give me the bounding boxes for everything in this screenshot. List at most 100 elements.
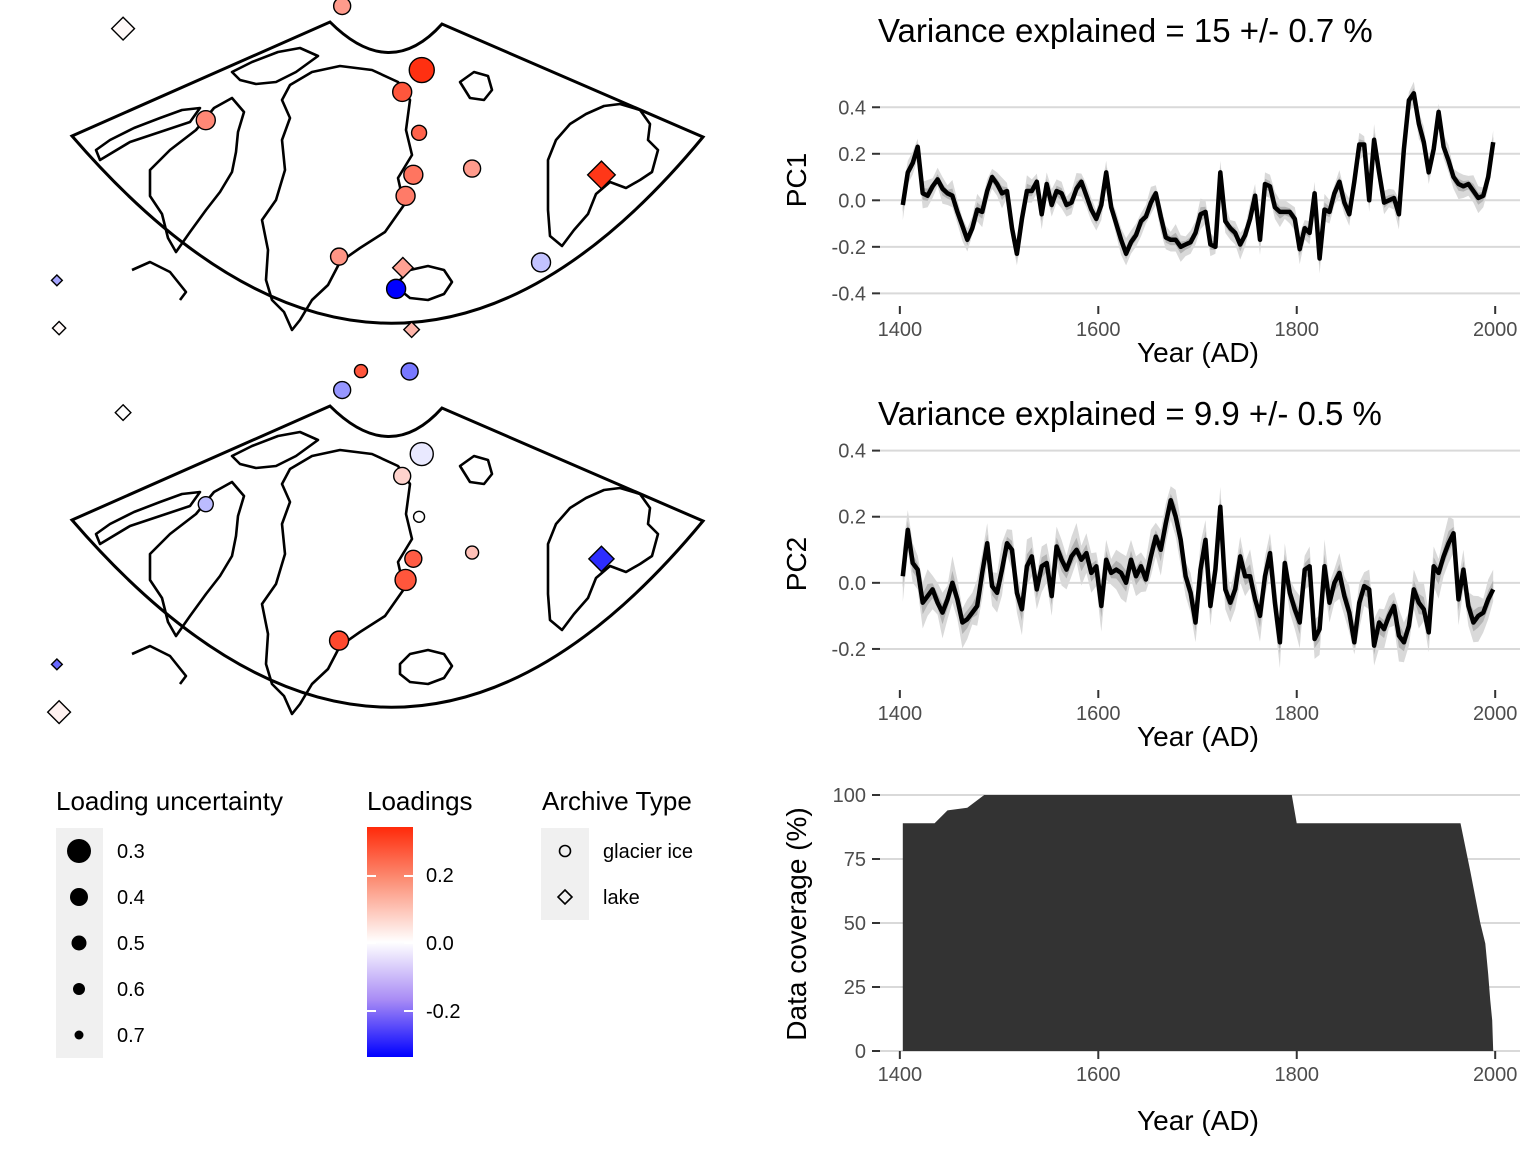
labrador-coast [131, 644, 188, 685]
legend-color-label: 0.2 [426, 865, 454, 887]
site-marker-glacier-ice [530, 252, 552, 273]
y-tick-label: -0.2 [832, 639, 866, 661]
y-tick-label: 0.2 [838, 507, 866, 529]
coverage-xlabel: Year (AD) [1137, 1105, 1259, 1136]
site-marker-glacier-ice [408, 56, 435, 84]
scandinavia-coast [546, 102, 660, 248]
site-marker-glacier-ice [328, 630, 350, 651]
site-marker-glacier-ice [412, 510, 426, 523]
legend-shape-key-background [541, 828, 589, 920]
legend-size-label: 0.5 [117, 933, 145, 955]
x-tick-label: 1800 [1274, 319, 1319, 341]
legend-size-key [71, 935, 87, 951]
legend-size-title: Loading uncertainty [56, 786, 283, 816]
map-pc1-loadings [50, 0, 706, 336]
site-marker-glacier-ice [353, 363, 369, 379]
pc1-title: Variance explained = 15 +/- 0.7 % [878, 12, 1373, 49]
ellesmere-coast [230, 430, 320, 470]
site-marker-glacier-ice [385, 278, 407, 300]
y-tick-label: -0.4 [832, 283, 866, 305]
map-frame [69, 20, 706, 325]
legend-color: Loadings 0.2 0.0 -0.2 [367, 786, 473, 1057]
svalbard-coast [458, 454, 494, 486]
x-tick-label: 1600 [1076, 319, 1121, 341]
site-marker-glacier-ice [395, 185, 416, 207]
legend-size-key [70, 888, 88, 906]
x-tick-label: 2000 [1473, 1064, 1518, 1086]
site-marker-lake [114, 403, 132, 422]
x-tick-label: 1800 [1274, 703, 1319, 725]
diamond-icon [556, 888, 574, 906]
site-marker-lake [50, 657, 64, 671]
y-tick-label: 100 [833, 785, 866, 807]
legend-shape: Archive Type glacier ice lake [541, 786, 693, 920]
y-tick-label: 25 [844, 977, 866, 999]
site-marker-glacier-ice [329, 247, 349, 266]
y-tick-label: 0.4 [838, 97, 866, 119]
site-marker-glacier-ice [409, 441, 434, 467]
y-tick-label: 0.0 [838, 573, 866, 595]
y-tick-label: 50 [844, 913, 866, 935]
x-tick-label: 1600 [1076, 703, 1121, 725]
map-frame [69, 404, 706, 709]
map-pc2-loadings [46, 252, 706, 725]
pc2-plot-area: -0.2 0.0 0.2 0.4 1400 1600 1800 2000 [832, 441, 1520, 725]
site-marker-glacier-ice [195, 109, 216, 131]
legend-size-key [73, 983, 85, 995]
arctic-islands-coast [94, 490, 202, 546]
legend-size-label: 0.7 [117, 1025, 145, 1047]
legend-size-label: 0.4 [117, 887, 145, 909]
coverage-panel: Data coverage (%) Year (AD) 0 25 50 75 100 14… [781, 785, 1520, 1136]
coverage-ylabel: Data coverage (%) [781, 807, 812, 1040]
legend-size-key [67, 839, 91, 863]
site-marker-glacier-ice [400, 362, 419, 381]
pc1-xlabel: Year (AD) [1137, 337, 1259, 368]
y-tick-label: 0.2 [838, 144, 866, 166]
site-marker-glacier-ice [403, 164, 424, 185]
pc1-plot-area: -0.4 -0.2 0.0 0.2 0.4 1400 1600 1800 2000 [832, 81, 1520, 341]
site-marker-lake [402, 320, 421, 339]
site-marker-lake [50, 273, 64, 287]
site-marker-glacier-ice [410, 124, 428, 141]
site-marker-glacier-ice [392, 466, 412, 486]
iceland-coast [398, 648, 454, 686]
site-marker-lake [46, 699, 72, 725]
uncertainty-band-outer [902, 81, 1494, 274]
coverage-area [902, 795, 1494, 1051]
pc2-xlabel: Year (AD) [1137, 721, 1259, 752]
y-tick-label: -0.2 [832, 237, 866, 259]
coastlines [94, 46, 660, 332]
legend-size-key [74, 1030, 84, 1040]
pc1-ylabel: PC1 [781, 153, 812, 207]
pc1-panel: Variance explained = 15 +/- 0.7 % PC1 Ye… [781, 12, 1520, 368]
x-tick-label: 2000 [1473, 319, 1518, 341]
site-marker-lake [586, 160, 617, 190]
legend-size-label: 0.6 [117, 979, 145, 1001]
site-marker-lake [391, 256, 415, 279]
legend-size: Loading uncertainty 0.3 0.4 0.5 0.6 0.7 [56, 786, 283, 1058]
series-line [900, 497, 1496, 648]
legend-color-label: 0.0 [426, 933, 454, 955]
site-marker-glacier-ice [464, 545, 480, 560]
x-tick-label: 1400 [878, 319, 923, 341]
legend-color-title: Loadings [367, 786, 473, 816]
iceland-coast [398, 264, 454, 302]
x-tick-label: 1400 [878, 1064, 923, 1086]
x-tick-label: 2000 [1473, 703, 1518, 725]
circle-icon [558, 844, 572, 858]
x-tick-label: 1600 [1076, 1064, 1121, 1086]
coverage-plot-area: 0 25 50 75 100 1400 1600 1800 2000 [833, 785, 1520, 1086]
legend-shape-title: Archive Type [542, 786, 692, 816]
x-tick-label: 1400 [878, 703, 923, 725]
site-marker-lake [51, 320, 67, 336]
map-sites [46, 252, 616, 725]
site-marker-glacier-ice [197, 495, 214, 513]
site-marker-glacier-ice [332, 0, 352, 16]
scandinavia-coast [546, 486, 660, 632]
labrador-coast [131, 260, 188, 301]
y-tick-label: 0.4 [838, 441, 866, 463]
x-tick-label: 1800 [1274, 1064, 1319, 1086]
site-marker-lake [587, 545, 616, 573]
legend-color-label: -0.2 [426, 1001, 460, 1023]
